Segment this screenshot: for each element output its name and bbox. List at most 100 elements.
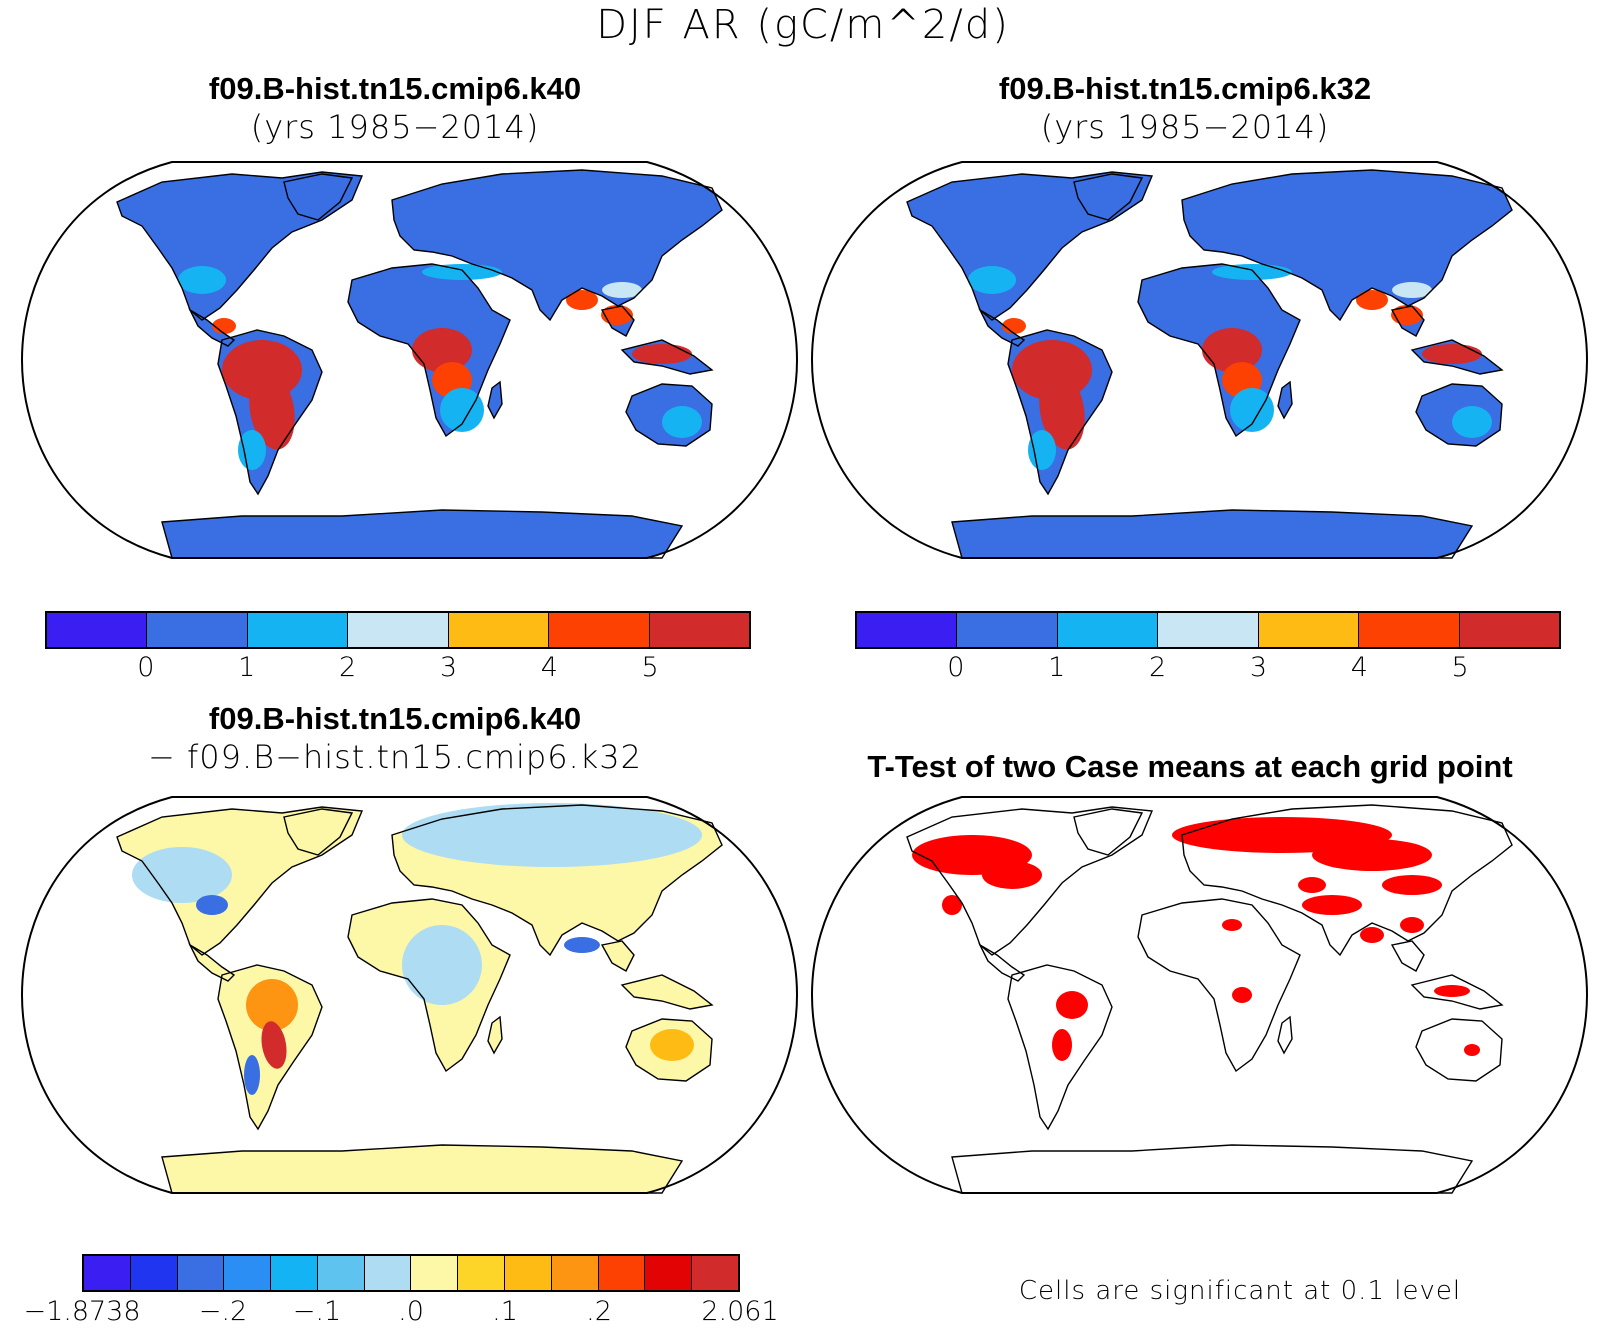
usa-blue bbox=[196, 895, 228, 915]
coast-madagascar bbox=[1277, 380, 1293, 420]
coast-greenland bbox=[1073, 173, 1144, 221]
colorbar-top-right bbox=[855, 611, 1561, 649]
panel-title-main: f09.B-hist.tn15.cmip6.k40 bbox=[208, 701, 582, 736]
brazil-high bbox=[1039, 370, 1085, 450]
indonesia-high bbox=[632, 344, 692, 364]
colorbar-tick-label: 3 bbox=[439, 652, 458, 683]
usa-se-mid bbox=[178, 266, 226, 294]
seasia-orange bbox=[1391, 305, 1423, 325]
colorbar-swatch bbox=[1258, 613, 1360, 647]
colorbar-swatch bbox=[364, 1256, 412, 1290]
coast-indonesia bbox=[620, 974, 714, 1010]
colorbar-swatch bbox=[130, 1256, 178, 1290]
usa-se-mid bbox=[968, 266, 1016, 294]
coast-eurasia bbox=[1181, 169, 1513, 322]
colorbar-tick-label: .0 bbox=[398, 1296, 424, 1327]
map-content bbox=[22, 162, 797, 558]
coast-southAmerica bbox=[1007, 329, 1113, 496]
land-antarctica bbox=[952, 1145, 1472, 1193]
figure-title: DJF AR (gC/m^2/d) bbox=[596, 2, 1010, 48]
argentina-mid bbox=[1028, 430, 1056, 470]
panel-title-main: T-Test of two Case means at each grid po… bbox=[867, 749, 1513, 784]
colorbar-ticks-top-right: 0 1 2 3 4 5 bbox=[855, 652, 1561, 688]
brazil-high bbox=[249, 370, 295, 450]
panel-title-bottom-right: T-Test of two Case means at each grid po… bbox=[820, 748, 1560, 786]
significant-cells bbox=[942, 895, 962, 915]
central-africa-blue bbox=[402, 925, 482, 1005]
map-panel-top-right bbox=[810, 161, 1589, 559]
panel-subtitle: − f09.B−hist.tn15.cmip6.k32 bbox=[148, 738, 642, 776]
colorbar-tick-label: −.2 bbox=[198, 1296, 248, 1327]
coast-greenland bbox=[283, 808, 354, 856]
map-outline bbox=[810, 161, 1589, 559]
mediterranean-mid bbox=[1212, 264, 1292, 280]
colorbar-swatch bbox=[505, 1256, 552, 1290]
congo-high bbox=[412, 328, 472, 372]
colorbar-swatch bbox=[1158, 613, 1259, 647]
colorbar-ticks-top-left: 0 1 2 3 4 5 bbox=[45, 652, 751, 688]
coast-australia bbox=[1415, 383, 1503, 447]
colorbar-tick-label: 1 bbox=[1048, 652, 1066, 683]
indonesia-high bbox=[1422, 344, 1482, 364]
colorbar-tick-label: 4 bbox=[1350, 652, 1368, 683]
coast-indonesia bbox=[1410, 339, 1504, 375]
colorbar-swatch bbox=[247, 613, 349, 647]
colorbar-tick-label: 3 bbox=[1249, 652, 1268, 683]
coast-australia bbox=[625, 1018, 713, 1082]
land-antarctica bbox=[952, 510, 1472, 558]
colorbar-tick-label: .1 bbox=[492, 1296, 518, 1327]
map-content bbox=[812, 797, 1587, 1193]
coast-northAmerica bbox=[116, 806, 364, 956]
coastlines bbox=[906, 804, 1513, 1194]
significant-cells bbox=[1382, 875, 1442, 895]
coast-africa bbox=[1137, 898, 1301, 1073]
colorbar-tick-label: 1 bbox=[238, 652, 256, 683]
siberia-blue bbox=[402, 803, 702, 867]
australia-warm bbox=[650, 1029, 694, 1061]
land-antarctica bbox=[162, 1145, 682, 1193]
colorbar-tick-label: 2 bbox=[1148, 652, 1167, 683]
coast-southAmerica bbox=[1007, 964, 1113, 1131]
colorbar-swatch bbox=[84, 1256, 131, 1290]
colorbar-swatch bbox=[549, 613, 650, 647]
colorbar-swatch bbox=[47, 613, 148, 647]
coast-centralAmerica bbox=[978, 308, 1026, 347]
colorbar-swatch bbox=[147, 613, 248, 647]
colorbar-swatch bbox=[1057, 613, 1159, 647]
significant-cells bbox=[982, 861, 1042, 889]
mediterranean-mid bbox=[422, 264, 502, 280]
significant-cells bbox=[1360, 927, 1384, 943]
brazil-red bbox=[261, 1021, 287, 1069]
panel-title-top-left: f09.B-hist.tn15.cmip6.k40 (yrs 1985−2014… bbox=[80, 70, 710, 146]
coast-seAsia bbox=[600, 305, 635, 337]
coast-greenland bbox=[283, 173, 354, 221]
panel-title-top-right: f09.B-hist.tn15.cmip6.k32 (yrs 1985−2014… bbox=[870, 70, 1500, 146]
coast-madagascar bbox=[487, 380, 503, 420]
colorbar-tick-label: 5 bbox=[1451, 652, 1469, 683]
colorbar-swatch bbox=[348, 613, 449, 647]
map-outline bbox=[810, 796, 1589, 1194]
land-africa bbox=[1138, 899, 1300, 1071]
land-antarctica bbox=[162, 510, 682, 558]
significant-cells bbox=[1222, 919, 1242, 931]
colorbar-swatch bbox=[317, 1256, 365, 1290]
coast-centralAmerica bbox=[188, 308, 236, 347]
panel-subtitle: (yrs 1985−2014) bbox=[250, 108, 540, 146]
colorbar-tick-label: 2 bbox=[338, 652, 357, 683]
panel-title-bottom-left: f09.B-hist.tn15.cmip6.k40 − f09.B−hist.t… bbox=[60, 700, 730, 776]
colorbar-swatch bbox=[551, 1256, 599, 1290]
india-blue bbox=[564, 937, 600, 953]
panel-subtitle: (yrs 1985−2014) bbox=[1040, 108, 1330, 146]
land-greenland bbox=[284, 809, 352, 855]
map-content bbox=[812, 162, 1587, 558]
coast-northAmerica bbox=[116, 171, 364, 321]
congo-high bbox=[1202, 328, 1262, 372]
canada-blue bbox=[132, 847, 232, 903]
centralamerica-orange bbox=[1002, 318, 1026, 334]
colorbar-swatch bbox=[645, 1256, 693, 1290]
colorbar-swatch bbox=[957, 613, 1058, 647]
map-outline bbox=[20, 161, 799, 559]
land-seAsia bbox=[1392, 941, 1424, 971]
map-outline bbox=[20, 796, 799, 1194]
significant-cells bbox=[1434, 985, 1470, 997]
